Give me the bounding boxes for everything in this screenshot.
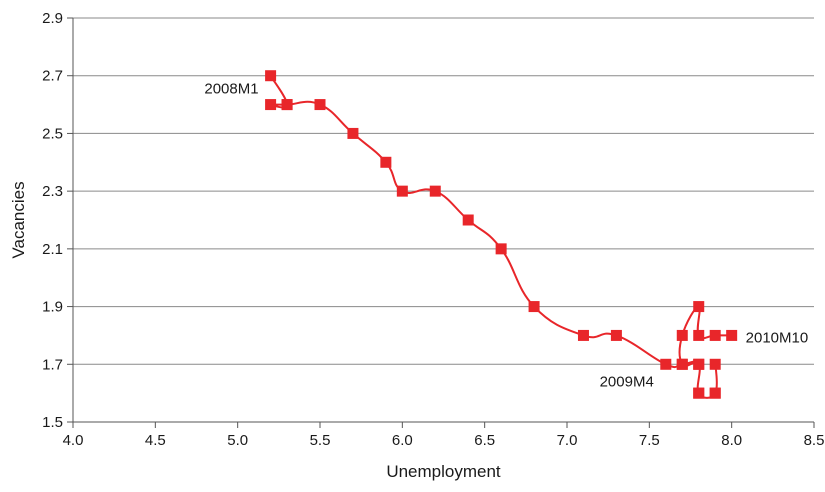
x-tick-label: 5.5 — [310, 432, 331, 449]
data-point — [462, 214, 474, 226]
data-point — [528, 301, 540, 313]
x-axis-label: Unemployment — [386, 462, 501, 481]
point-annotation: 2010M10 — [746, 329, 809, 346]
y-tick-label: 1.5 — [42, 414, 63, 431]
data-point — [396, 185, 408, 197]
data-point — [693, 387, 705, 399]
x-tick-label: 7.0 — [557, 432, 578, 449]
x-tick-label: 4.5 — [145, 432, 166, 449]
data-point — [314, 99, 326, 111]
x-tick-label: 5.0 — [227, 432, 248, 449]
gridlines — [73, 17, 814, 365]
data-points — [265, 70, 738, 399]
x-tick-label: 6.0 — [392, 432, 413, 449]
data-point — [429, 185, 441, 197]
y-tick-label: 2.1 — [42, 241, 63, 258]
data-point — [281, 99, 293, 111]
series-path — [269, 75, 732, 399]
data-point — [693, 358, 705, 370]
point-labels: 2008M1 2009M4 2010M10 — [204, 81, 808, 391]
data-point — [693, 301, 705, 313]
point-annotation: 2008M1 — [204, 81, 258, 98]
data-point — [610, 329, 622, 341]
x-tick-label: 8.5 — [804, 432, 825, 449]
y-tick-label: 2.5 — [42, 125, 63, 142]
data-point — [726, 329, 738, 341]
y-axis-label: Vacancies — [9, 181, 28, 258]
data-point — [265, 99, 277, 111]
y-tick-label: 1.7 — [42, 356, 63, 373]
data-point — [347, 127, 359, 139]
data-point — [676, 358, 688, 370]
data-point — [709, 387, 721, 399]
x-tick-label: 8.0 — [721, 432, 742, 449]
series-line — [269, 75, 732, 399]
y-tick-label: 2.3 — [42, 183, 63, 200]
data-point — [660, 358, 672, 370]
data-point — [693, 329, 705, 341]
data-point — [265, 70, 277, 82]
x-tick-label: 7.5 — [639, 432, 660, 449]
data-point — [577, 329, 589, 341]
data-point — [495, 243, 507, 255]
data-point — [709, 329, 721, 341]
x-tick-label: 6.5 — [474, 432, 495, 449]
data-point — [676, 329, 688, 341]
point-annotation: 2009M4 — [600, 373, 654, 390]
y-tick-label: 2.7 — [42, 68, 63, 85]
data-point — [380, 156, 392, 168]
x-tick-label: 4.0 — [63, 432, 84, 449]
axes: 1.5 1.7 1.9 2.1 2.3 2.5 2.7 2.9 4.0 4.5 5.0 5.5 6.0 6… — [42, 10, 824, 449]
y-tick-label: 1.9 — [42, 299, 63, 316]
data-point — [709, 358, 721, 370]
y-tick-label: 2.9 — [42, 10, 63, 27]
